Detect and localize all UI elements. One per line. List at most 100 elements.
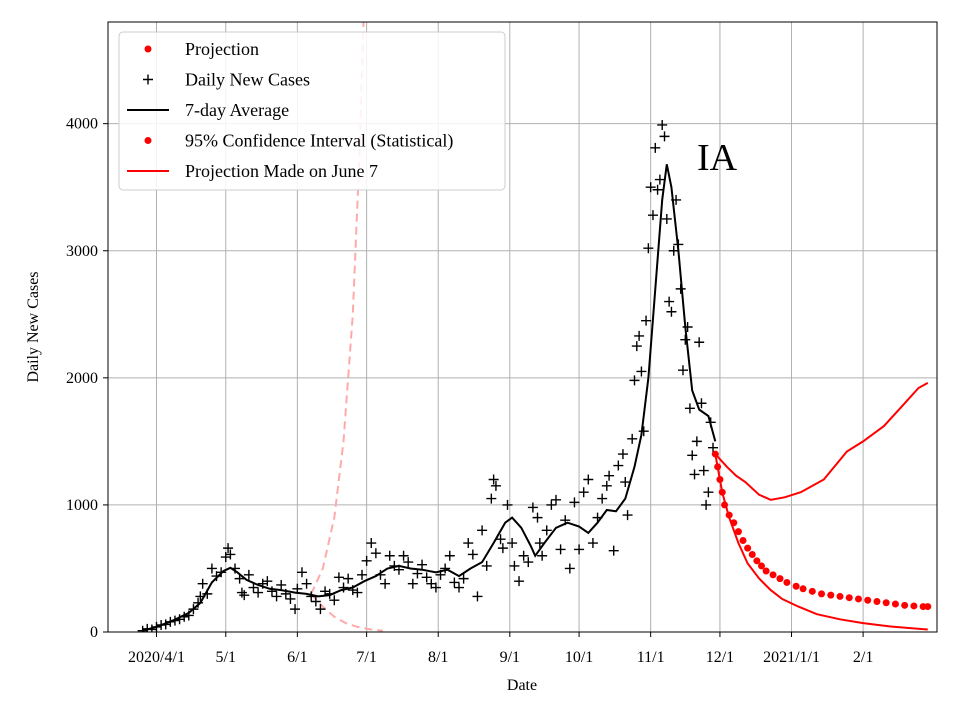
y-axis-ticks: 0 1000 2000 3000 4000 [66, 116, 108, 641]
daily-case-marker [449, 577, 460, 588]
legend-label: Projection [185, 39, 259, 59]
daily-case-marker [497, 543, 508, 554]
legend-dot-swatch [144, 45, 152, 53]
daily-case-marker [343, 573, 354, 584]
daily-case-marker [285, 593, 296, 604]
daily-case-marker [481, 560, 492, 571]
daily-case-marker [654, 174, 665, 185]
daily-case-marker [636, 366, 647, 377]
daily-case-marker [622, 510, 633, 521]
daily-case-marker [266, 586, 277, 597]
daily-case-marker [220, 552, 231, 563]
legend: Projection Daily New Cases 7-day Average 95… [118, 31, 506, 191]
projection-marker [792, 582, 800, 590]
projection-marker [783, 578, 791, 586]
daily-case-marker [629, 375, 640, 386]
projection-marker [808, 587, 816, 595]
daily-case-marker [708, 442, 719, 453]
daily-case-marker [262, 576, 273, 587]
daily-case-marker [477, 525, 488, 536]
daily-case-marker [490, 480, 501, 491]
daily-case-marker [444, 550, 455, 561]
projection-marker [873, 598, 881, 605]
y-axis-title: Daily New Cases [25, 271, 42, 382]
daily-case-marker [620, 477, 631, 488]
daily-case-marker [276, 579, 287, 590]
state-annotation: IA [697, 137, 738, 179]
projection-marker [769, 571, 777, 579]
daily-case-marker [523, 557, 534, 568]
projection-marker [776, 575, 784, 583]
daily-case-marker [380, 578, 391, 589]
daily-case-marker [417, 559, 428, 570]
y-tick-label: 2000 [66, 370, 98, 387]
daily-case-marker [514, 576, 525, 587]
daily-case-marker [440, 563, 451, 574]
projection-marker [836, 592, 844, 600]
daily-case-marker [366, 538, 377, 549]
daily-case-marker [329, 595, 340, 606]
legend-dot-swatch [144, 137, 152, 144]
x-tick-label: 8/1 [428, 649, 448, 666]
daily-case-marker [689, 469, 700, 480]
daily-case-marker [541, 525, 552, 536]
daily-case-marker [703, 487, 714, 498]
daily-case-marker [296, 567, 307, 578]
daily-case-marker [206, 563, 217, 574]
daily-case-marker [664, 296, 675, 307]
daily-case-marker [407, 578, 418, 589]
daily-case-marker [486, 493, 497, 504]
y-tick-label: 1000 [66, 497, 98, 514]
daily-case-marker [687, 450, 698, 461]
daily-case-marker [694, 337, 705, 348]
legend-label: 95% Confidence Interval (Statistical) [185, 131, 453, 152]
daily-case-marker [684, 403, 695, 414]
daily-case-marker [652, 184, 663, 195]
projection-marker [854, 595, 862, 603]
daily-case-marker [518, 550, 529, 561]
daily-case-marker [453, 582, 464, 593]
daily-case-marker [225, 549, 236, 560]
daily-case-marker [696, 398, 707, 409]
daily-case-marker [641, 315, 652, 326]
legend-label: 7-day Average [185, 100, 289, 120]
seven-day-average-line [142, 164, 717, 632]
daily-case-marker [617, 449, 628, 460]
x-axis-title: Date [507, 677, 537, 694]
projection-marker [718, 488, 726, 496]
daily-case-marker [430, 582, 441, 593]
x-tick-label: 11/1 [637, 649, 665, 666]
daily-case-marker [532, 512, 543, 523]
projection-marker [845, 594, 853, 602]
daily-case-marker [631, 341, 642, 352]
x-tick-label: 12/1 [706, 649, 734, 666]
daily-case-marker [659, 131, 670, 142]
daily-case-marker [583, 474, 594, 485]
x-tick-label: 10/1 [565, 649, 593, 666]
daily-case-marker [495, 534, 506, 545]
legend-plus-swatch [143, 74, 153, 85]
y-tick-label: 4000 [66, 116, 98, 133]
confidence-upper-line [714, 382, 929, 501]
daily-case-marker [239, 590, 250, 601]
daily-case-marker [647, 210, 658, 221]
daily-case-marker [352, 587, 363, 598]
daily-case-marker [248, 582, 259, 593]
projection-marker [744, 544, 752, 552]
projection-marker [725, 511, 733, 519]
daily-case-marker [223, 543, 234, 554]
projection-marker [799, 585, 807, 593]
projection-marker [753, 557, 761, 565]
daily-case-marker [666, 306, 677, 317]
daily-case-marker [357, 569, 368, 580]
daily-case-marker [661, 213, 672, 224]
x-tick-label: 7/1 [356, 649, 376, 666]
daily-case-marker [403, 557, 414, 568]
daily-case-marker [370, 548, 381, 559]
daily-case-marker [310, 596, 321, 607]
daily-case-marker [627, 433, 638, 444]
daily-case-marker [550, 494, 561, 505]
projection-marker [711, 450, 719, 458]
projection-marker [910, 602, 918, 610]
